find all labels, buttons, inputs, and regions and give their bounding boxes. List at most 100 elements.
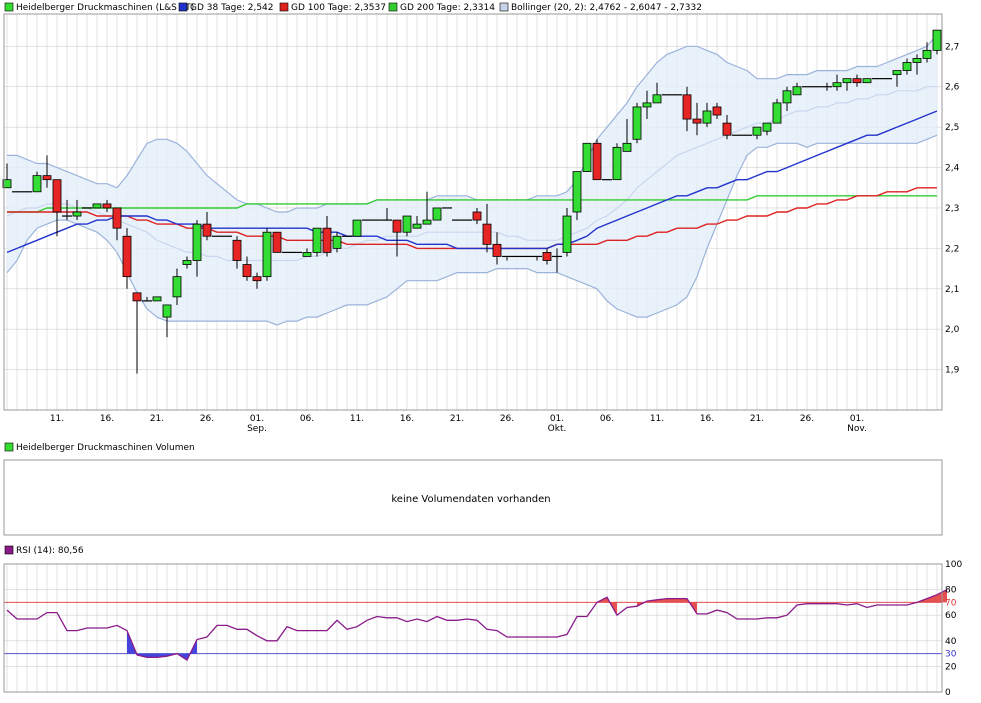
candle <box>862 78 872 84</box>
candle <box>902 58 912 75</box>
candle-body <box>52 179 62 213</box>
legend-swatch-bollinger <box>499 2 509 12</box>
candle <box>192 220 202 277</box>
candle <box>692 102 702 136</box>
rsi-line <box>6 589 948 661</box>
candle-body <box>172 276 182 298</box>
rsi-panel-frame <box>3 563 943 693</box>
candle-body <box>922 49 932 59</box>
price-tick-label: 2,3 <box>945 204 959 214</box>
candle <box>252 272 262 289</box>
candle-body <box>482 223 492 245</box>
candle <box>842 78 852 91</box>
candle-body <box>262 231 272 278</box>
candle-body <box>692 118 702 124</box>
candle <box>392 219 402 257</box>
candle <box>172 268 182 305</box>
candle-body <box>332 235 342 249</box>
candle-body <box>152 296 162 302</box>
rsi-tick-label: 60 <box>945 611 957 621</box>
date-tick-label: 26. <box>200 414 214 424</box>
date-tick-label: 16. <box>400 414 414 424</box>
price-tick-label: 2,1 <box>945 285 959 295</box>
candle-body <box>832 82 842 88</box>
candle-body <box>902 62 912 71</box>
candle-body <box>892 70 902 76</box>
rsi-tick-label: 80 <box>945 586 957 596</box>
legend-swatch-gd38 <box>178 2 188 12</box>
candle <box>52 179 62 237</box>
candle <box>762 122 772 136</box>
candle <box>232 236 242 269</box>
date-tick-label: 16. <box>100 414 114 424</box>
bollinger-fill <box>7 34 937 326</box>
candle-body <box>562 215 572 253</box>
candle-body <box>432 207 442 221</box>
date-tick-label: 26. <box>500 414 514 424</box>
price-tick-label: 2,4 <box>945 164 960 174</box>
rsi-tick-label: 20 <box>945 662 957 672</box>
candle <box>412 216 422 229</box>
candle <box>322 216 332 257</box>
candle <box>912 54 922 75</box>
candle-body <box>162 304 172 318</box>
candle-body <box>422 219 432 225</box>
candle-body <box>862 78 872 84</box>
candle <box>72 199 82 221</box>
rsi-tick-label: 100 <box>945 560 962 570</box>
candle <box>752 126 762 140</box>
candle <box>542 248 552 265</box>
month-tick-label: Okt. <box>548 424 567 434</box>
date-tick-label: 01. <box>250 414 264 424</box>
candle <box>592 139 602 181</box>
date-tick-label: 11. <box>350 414 364 424</box>
candle-body <box>852 78 862 84</box>
bollinger-upper-line <box>7 33 938 213</box>
bollinger-middle-line <box>6 86 937 262</box>
candle-body <box>232 239 242 261</box>
legend-price: Heidelberger Druckmaschinen (L&S RT) <box>16 3 194 13</box>
date-tick-label: 21. <box>150 414 164 424</box>
date-tick-label: 06. <box>300 414 314 424</box>
price-tick-label: 2,6 <box>945 83 960 93</box>
candlesticks <box>2 29 942 374</box>
rsi-tick-label: 0 <box>945 688 951 698</box>
candle-body <box>752 126 762 136</box>
candle-body <box>92 203 102 209</box>
candle <box>472 207 482 225</box>
rsi-grid <box>4 563 942 693</box>
price-tick-label: 1,9 <box>945 366 960 376</box>
month-tick-label: Sep. <box>247 424 267 434</box>
candle <box>502 255 512 261</box>
candle <box>722 115 732 140</box>
volume-panel: Heidelberger Druckmaschinen Volumen kein… <box>3 442 943 536</box>
date-tick-label: 06. <box>600 414 614 424</box>
rsi-overbought-fill <box>597 597 617 616</box>
legend-gd100: GD 100 Tage: 2,3537 <box>291 3 386 13</box>
date-tick-label: 26. <box>800 414 814 424</box>
candle <box>202 212 212 241</box>
candle <box>62 199 72 221</box>
candle <box>492 232 502 265</box>
candle <box>332 232 342 253</box>
candle-body <box>112 207 122 229</box>
candle-body <box>2 179 12 189</box>
candle-body <box>932 29 942 51</box>
candle-body <box>632 106 642 140</box>
candle-body <box>302 252 312 257</box>
candle <box>432 207 442 221</box>
candle <box>782 86 792 111</box>
candle <box>832 74 842 91</box>
candle <box>132 292 142 374</box>
candle <box>2 163 12 189</box>
legend-volume: Heidelberger Druckmaschinen Volumen <box>16 443 195 453</box>
candle <box>792 82 802 96</box>
candle <box>402 215 412 237</box>
candle <box>102 199 112 212</box>
candle <box>622 119 632 152</box>
candle <box>822 82 832 91</box>
candle <box>422 191 432 225</box>
date-tick-label: 11. <box>50 414 64 424</box>
candle-body <box>762 122 772 132</box>
candle-body <box>192 223 202 261</box>
